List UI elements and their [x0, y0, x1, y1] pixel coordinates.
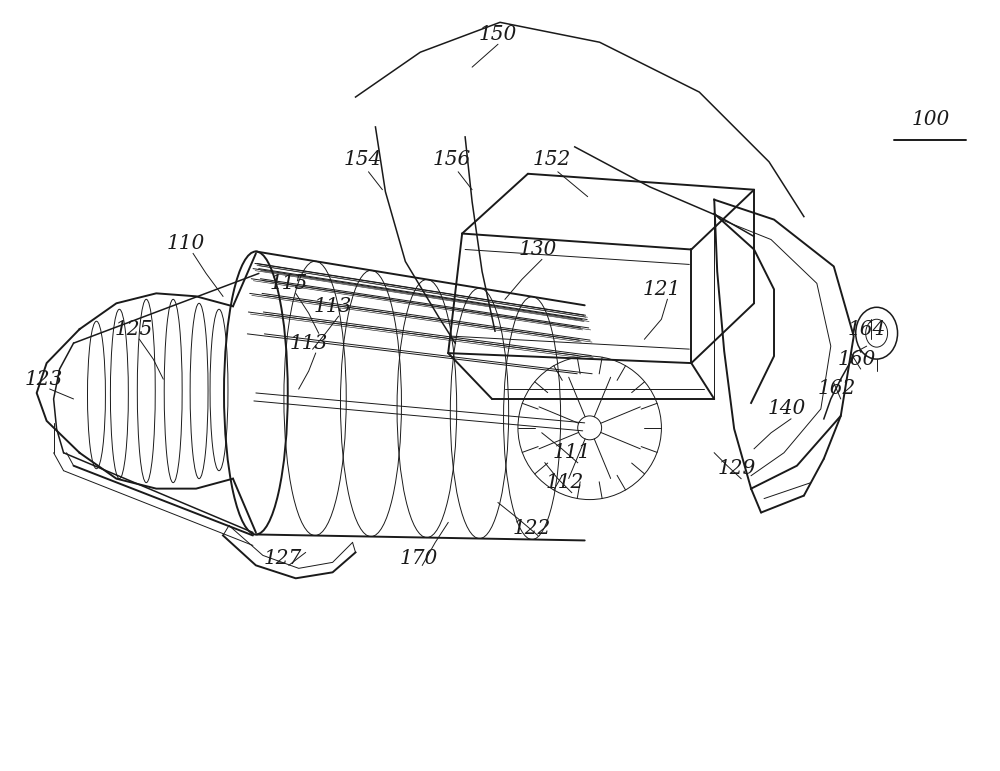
Text: 127: 127	[264, 549, 302, 568]
Text: 150: 150	[479, 25, 517, 44]
Text: 130: 130	[519, 240, 557, 259]
Text: 113: 113	[313, 297, 352, 316]
Text: 164: 164	[848, 320, 886, 338]
Text: 152: 152	[533, 150, 571, 170]
Text: 110: 110	[167, 234, 205, 253]
Text: 129: 129	[718, 460, 756, 478]
Text: 111: 111	[553, 443, 591, 463]
Text: 115: 115	[270, 274, 308, 293]
Text: 113: 113	[290, 334, 328, 352]
Text: 121: 121	[642, 280, 681, 299]
Text: 100: 100	[911, 110, 950, 130]
Text: 123: 123	[25, 369, 63, 389]
Text: 125: 125	[114, 320, 152, 338]
Text: 162: 162	[818, 379, 856, 399]
Text: 112: 112	[546, 473, 584, 492]
Text: 154: 154	[343, 150, 382, 170]
Text: 156: 156	[433, 150, 471, 170]
Text: 140: 140	[768, 399, 806, 419]
Text: 160: 160	[838, 349, 876, 369]
Text: 170: 170	[399, 549, 437, 568]
Text: 122: 122	[513, 519, 551, 538]
